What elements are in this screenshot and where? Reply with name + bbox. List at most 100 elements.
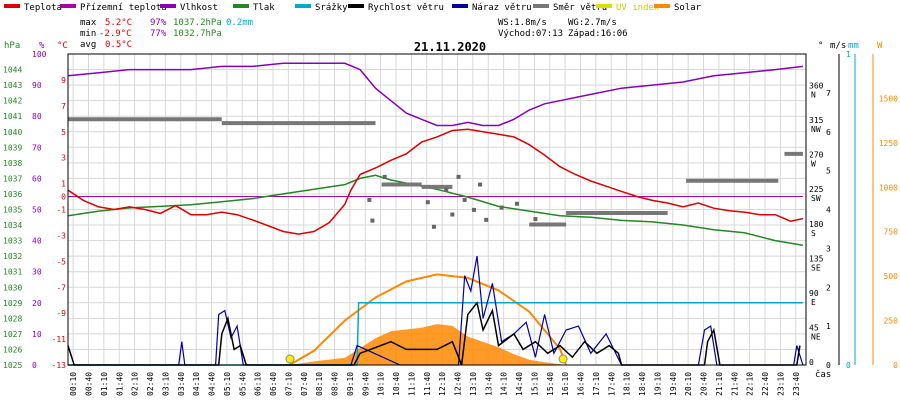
sun-marker-1 [558,354,568,364]
time-label-31: 15:40 [546,372,555,396]
legend-label-8: UV index [616,3,660,13]
legend-swatch-3 [233,4,249,8]
time-label-39: 19:40 [669,372,678,396]
temperature-line [67,128,804,235]
stats-avg-temp: 0.5°C [105,40,132,50]
ms-tick-5: 2 [826,283,831,292]
plot-frame [67,53,807,366]
axis-mm-title: mm [848,41,859,51]
time-label-45: 22:40 [761,372,770,396]
ms-tick-6: 1 [826,322,831,331]
wind-dir-point-4 [444,187,449,192]
dir-name-3: SW [811,194,821,203]
time-label-24: 12:10 [438,372,447,396]
time-label-4: 02:10 [131,372,140,396]
dir-tick-3: 225 [809,185,824,194]
wind-dir-point-2 [382,174,387,179]
w-tick-5: 250 [884,317,899,326]
hpa-tick-18: 1026 [3,345,22,354]
dir-name-1: NW [811,125,821,134]
time-label-43: 21:40 [730,372,739,396]
time-label-40: 20:10 [684,372,693,396]
hpa-tick-13: 1031 [3,268,22,277]
ms-tick-4: 3 [826,244,831,253]
info-wg: WG:2.7m/s [568,18,617,28]
dir-tick-6: 90 [809,289,819,298]
time-label-14: 07:10 [284,372,293,396]
time-label-46: 23:10 [776,372,785,396]
hpa-tick-11: 1033 [3,237,22,246]
axis-c-title: °C [57,41,68,51]
legend-label-5: Rychlost větru [368,3,444,13]
legend-label-9: Solar [674,3,702,13]
hpa-tick-4: 1040 [3,128,22,137]
time-label-37: 18:40 [638,372,647,396]
time-label-30: 15:10 [530,372,539,396]
info-sunset: Západ:16:06 [568,29,628,39]
mm-tick-0: 1 [846,50,851,59]
legend-label-4: Srážky [315,3,348,13]
humidity-line [67,62,803,127]
dir-tick-8: 0 [809,358,814,367]
c-tick-3: 3 [61,154,66,163]
wind-dir-point-7 [471,207,476,212]
time-label-6: 03:10 [161,372,170,396]
time-label-23: 11:40 [423,372,432,396]
c-tick-2: 5 [61,128,66,137]
time-label-7: 03:40 [177,372,186,396]
time-label-1: 00:40 [85,372,94,396]
hpa-tick-9: 1035 [3,206,22,215]
hpa-tick-1: 1043 [3,81,22,90]
legend-label-0: Teplota [24,3,62,13]
hpa-tick-17: 1027 [3,330,22,339]
hpa-tick-8: 1036 [3,190,22,199]
dir-name-2: W [811,160,816,169]
wind-dir-point-12 [431,224,436,229]
c-tick-zero: 0 [61,193,66,202]
time-label-47: 23:40 [792,372,801,396]
time-label-32: 16:10 [561,372,570,396]
stats-max-hum: 97% [150,18,167,28]
time-label-35: 17:40 [607,372,616,396]
time-label-44: 22:10 [746,372,755,396]
dir-name-0: N [811,91,816,100]
time-label-42: 21:10 [715,372,724,396]
legend-swatch-0 [4,4,20,8]
c-tick-6: -3 [56,231,66,240]
time-label-25: 12:40 [454,372,463,396]
time-label-26: 13:10 [469,372,478,396]
time-label-9: 04:40 [208,372,217,396]
time-label-10: 05:10 [223,372,232,396]
ms-tick-2: 5 [826,167,831,176]
c-tick-7: -5 [56,257,66,266]
pct-tick-5: 50 [32,206,42,215]
legend-label-6: Náraz větru [472,3,532,13]
legend-swatch-7 [533,4,549,8]
mm-tick-1: 0 [846,361,851,370]
wind-dir-point-11 [533,217,538,222]
wind-dir-point-6 [462,197,467,202]
dir-tick-7: 45 [809,323,819,332]
ms-tick-1: 6 [826,128,831,137]
pct-tick-8: 20 [32,299,42,308]
pct-tick-4: 60 [32,174,42,183]
hpa-tick-15: 1029 [3,299,22,308]
c-tick-0: 9 [61,76,66,85]
time-label-27: 13:40 [484,372,493,396]
time-label-19: 09:40 [361,372,370,396]
stats-max-temp: 5.2°C [105,18,132,28]
wind-dir-point-8 [484,217,489,222]
wind-dir-point-14 [478,182,483,187]
pct-tick-6: 40 [32,237,42,246]
wind-dir-point-1 [370,218,375,223]
w-tick-3: 750 [884,228,899,237]
stats-min-temp: -2.9°C [99,29,132,39]
time-label-33: 16:40 [577,372,586,396]
c-tick-10: -11 [52,335,67,344]
stats-max-label: max [80,18,97,28]
hpa-tick-10: 1034 [3,221,22,230]
stats-min-hum: 77% [150,29,167,39]
wind-dir-point-9 [499,205,504,210]
grid [68,54,806,366]
x-axis: 00:10 00:40 01:10 01:40 02:10 02:40 03:10 03:40… [69,372,801,396]
